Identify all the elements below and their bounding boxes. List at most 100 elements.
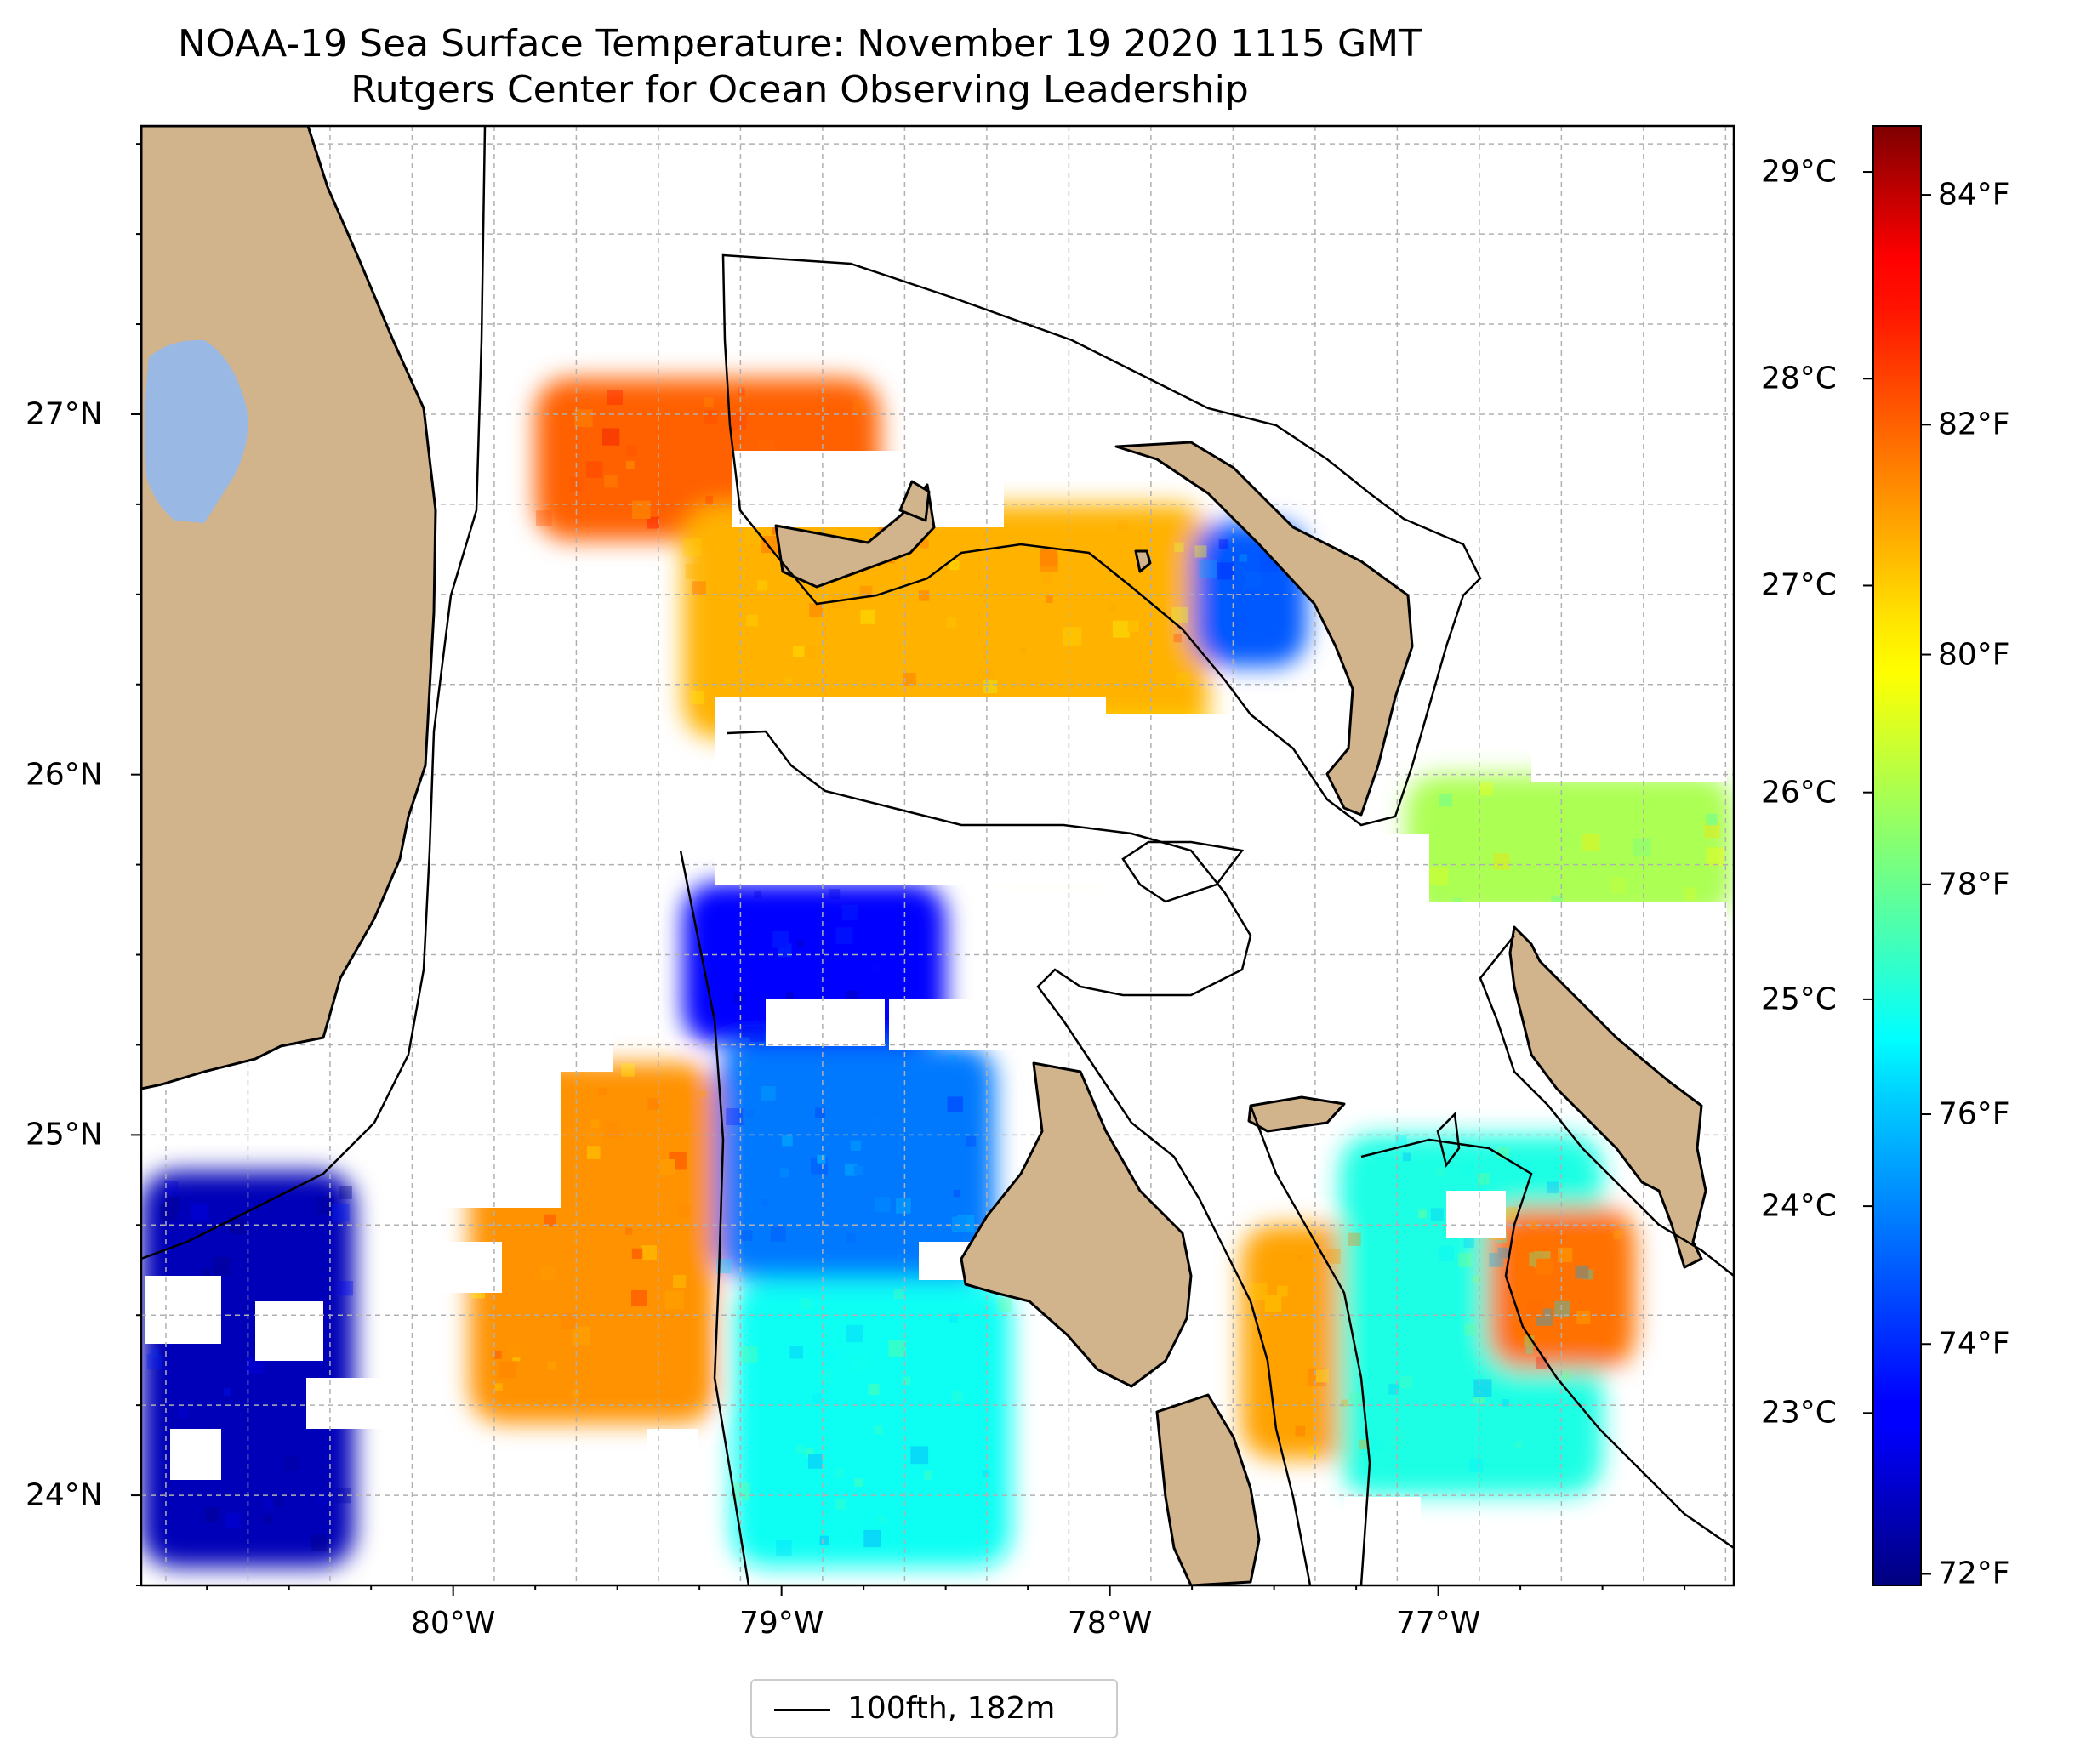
legend: 100fth, 182m [750,1679,1118,1738]
sst-pixel [834,1468,844,1478]
sst-pixel [1239,554,1248,562]
sst-pixel [705,496,714,504]
sst-pixel [1348,1232,1361,1246]
contour-southeast [1360,1138,1734,1550]
sst-pixel [704,410,718,424]
sst-pixel [1429,867,1449,886]
graticule [141,126,1734,1585]
sst-pixel [1458,1252,1473,1267]
sst-pixel [1040,554,1058,572]
sst-pixel [805,1448,814,1458]
colorbar-f-label: 76°F [1938,1096,2010,1132]
sst-pixel [1536,1308,1553,1326]
sst-pixel [918,590,930,601]
contour-exuma [1249,1105,1371,1585]
sst-pixel [875,1197,891,1213]
colorbar-f-label: 80°F [1938,637,2010,673]
lon-tick-label: 80°W [410,1606,496,1641]
isobath-contour [141,126,1734,1585]
sst-pixel [738,387,745,395]
sst-pixel [835,927,853,945]
sst-pixel [744,526,763,544]
sst-pixel [1706,847,1725,867]
sst-pixel [796,1445,806,1454]
sst-pixel [332,1204,350,1221]
sst-pixel [166,1197,180,1211]
sst-pixel [1575,1265,1589,1279]
sst-pixel [585,461,603,478]
sst-pixel [1501,1399,1509,1407]
sst-pixel [860,609,875,624]
sst-pixel [690,691,704,704]
sst-pixel [1194,545,1207,558]
sst-pixel [338,1281,354,1296]
andros-island [960,1061,1193,1388]
sst-pixel [893,1289,904,1299]
sst-pixel [225,1513,242,1529]
sst-pixel [683,538,702,556]
sst-pixel [698,1090,707,1098]
sst-pixel [811,1157,828,1175]
lon-tick-label: 79°W [738,1606,824,1641]
sst-pixel [1461,1164,1474,1177]
sst-pixel [850,1140,862,1152]
sst-pixel [1173,634,1182,643]
sst-pixel [263,1515,272,1524]
sst-pixel [544,1214,556,1227]
sst-pixel [846,1232,856,1243]
sst-pixel [896,1198,911,1214]
sst-pixel [726,1107,744,1126]
sst-pixel [952,1391,963,1402]
sst-pixel [160,1204,178,1221]
colorbar-f-label: 82°F [1938,407,2010,442]
sst-pixel [512,1353,521,1362]
sst-pixel [1277,1285,1288,1297]
sst-pixel [1464,1323,1477,1336]
sst-pixel [547,1361,556,1370]
lat-tick-label: 26°N [26,757,103,793]
sst-pixel [746,614,758,627]
sst-pixel [841,904,858,921]
sst-pixel [874,1425,883,1435]
sst-pixel [812,1393,822,1404]
grand-bahama-north-tip [898,480,931,522]
sst-pixel [191,1203,209,1221]
sst-pixel [749,1027,765,1042]
sst-pixel [859,585,873,599]
sst-pixel [792,646,805,657]
sst-pixel [673,1274,687,1289]
sst-pixel [677,1204,691,1218]
sst-pixel [741,1346,758,1363]
sst-pixel [784,676,792,685]
berry-islands [1134,549,1152,573]
sst-pixel [626,460,635,469]
sst-pixel [1245,572,1262,588]
land-masses [141,126,1707,1585]
sst-pixel [1633,838,1651,857]
sst-pixel [827,671,836,680]
sst-pixel [1536,1258,1553,1275]
sst-pixel [604,1122,621,1139]
sst-pixel [741,1230,753,1241]
sst-pixel [1108,602,1117,612]
sst-pixel [1477,1173,1490,1185]
axis-ticks [131,143,1686,1596]
sst-pixel [1497,1247,1509,1259]
sst-pixel [809,603,824,617]
sst-pixel [212,1256,231,1276]
sst-pixel [1558,830,1573,845]
sst-pixel [903,672,916,686]
sst-pixel [1117,520,1129,532]
colorbar-c-label: 23°C [1761,1395,1837,1431]
sst-pixel [585,1129,601,1145]
sst-pixel [1472,1275,1481,1284]
sst-pixel [590,1119,600,1129]
sst-pixel [1295,1425,1306,1437]
great-abaco [1114,441,1414,817]
sst-pixel [1525,1346,1534,1354]
sst-pixel [703,397,714,408]
colorbar-c-label: 29°C [1761,154,1837,190]
sst-pixel [1547,1181,1559,1193]
sst-pixel [1527,1301,1543,1317]
